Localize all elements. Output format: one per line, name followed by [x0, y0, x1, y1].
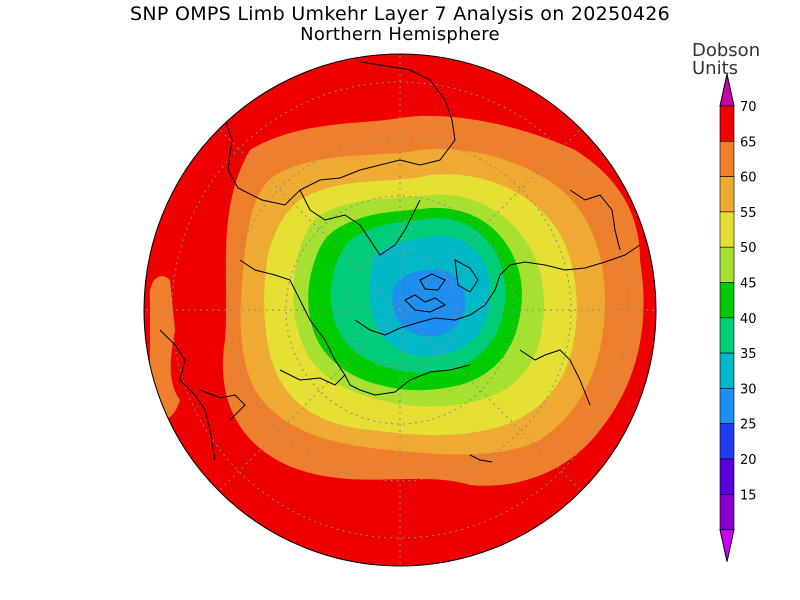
- colorbar-level-swatch: [719, 211, 735, 248]
- colorbar-level-swatch: [719, 317, 735, 354]
- units-label-line1: Dobson: [692, 40, 761, 61]
- colorbar-under-arrow: [719, 529, 735, 562]
- colorbar-tick-label: 30: [740, 382, 757, 397]
- colorbar-level-swatch: [719, 105, 735, 142]
- colorbar-level-swatch: [719, 282, 735, 319]
- colorbar-tick-label: 35: [740, 347, 757, 362]
- colorbar-tick-label: 50: [740, 241, 757, 256]
- graticule: [144, 54, 656, 566]
- colorbar-tick-label: 20: [740, 453, 757, 468]
- colorbar-tick-label: 15: [740, 488, 757, 503]
- colorbar-level-swatch: [719, 388, 735, 424]
- colorbar-tick-label: 65: [740, 135, 757, 150]
- colorbar-level-swatch: [719, 246, 735, 283]
- units-label-line2: Units: [692, 58, 739, 79]
- colorbar-level-swatch: [719, 176, 735, 213]
- colorbar-level-swatch: [719, 493, 735, 530]
- colorbar-tick-label: 60: [740, 171, 757, 186]
- colorbar-tick-label: 25: [740, 418, 757, 433]
- coastlines: [159, 61, 641, 463]
- colorbar-tick-label: 40: [740, 312, 757, 327]
- colorbar-level-swatch: [719, 352, 735, 389]
- colorbar-tick-label: 45: [740, 277, 757, 292]
- colorbar-level-swatch: [719, 458, 735, 495]
- colorbar-tick-label: 70: [740, 100, 757, 115]
- map-title: SNP OMPS Limb Umkehr Layer 7 Analysis on…: [129, 3, 671, 25]
- map-subtitle: Northern Hemisphere: [300, 24, 500, 45]
- colorbar-level-swatch: [719, 141, 735, 177]
- colorbar-level-swatch: [719, 423, 735, 460]
- colorbar-tick-label: 55: [740, 206, 757, 221]
